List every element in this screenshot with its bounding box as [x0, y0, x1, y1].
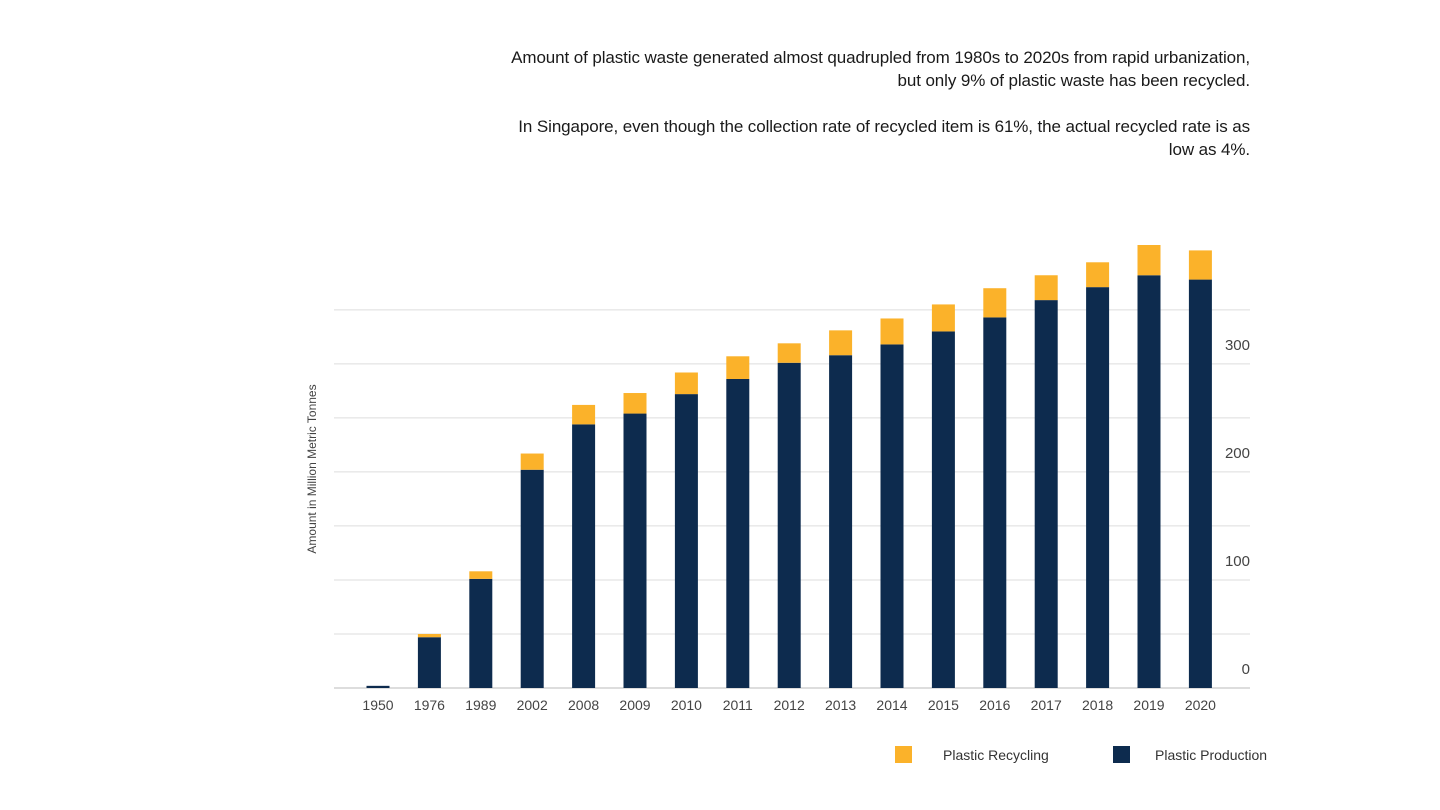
x-tick-label: 2011: [723, 697, 753, 713]
legend-swatch-recycling: [895, 746, 912, 763]
bar-recycling-2019: [1137, 245, 1161, 276]
x-tick-label: 2015: [928, 697, 959, 713]
y-tick-label: 200: [1225, 445, 1250, 462]
x-tick-label: 1989: [465, 697, 496, 713]
headline-paragraph-1: Amount of plastic waste generated almost…: [511, 48, 1250, 90]
y-tick-label: 0: [1242, 661, 1250, 678]
y-axis-label: Amount in Million Metric Tonnes: [305, 384, 319, 553]
bar-recycling-2011: [726, 356, 750, 379]
bar-production-2010: [674, 394, 698, 688]
bar-recycling-2018: [1086, 262, 1110, 288]
bar-production-2008: [572, 424, 596, 688]
legend: Plastic Recycling Plastic Production: [895, 746, 1267, 763]
bar-recycling-2020: [1188, 250, 1212, 280]
y-tick-label: 300: [1225, 337, 1250, 354]
bar-recycling-2002: [520, 453, 544, 470]
bar-production-2014: [880, 344, 904, 688]
bars: [366, 245, 1212, 688]
bar-recycling-2015: [931, 304, 955, 332]
bar-production-2013: [829, 355, 853, 688]
bar-production-2020: [1188, 279, 1212, 688]
x-tick-label: 2016: [979, 697, 1010, 713]
bar-recycling-2013: [829, 330, 853, 356]
x-tick-label: 1950: [362, 697, 393, 713]
y-axis-ticks: 0 100 200 300: [1225, 337, 1250, 678]
x-tick-label: 2013: [825, 697, 856, 713]
x-tick-label: 2020: [1185, 697, 1216, 713]
bar-production-2012: [777, 362, 801, 688]
x-tick-label: 2010: [671, 697, 702, 713]
x-axis-ticks: 1950 1976 1989 2002 2008 2009 2010 2011 2012 2013…: [362, 697, 1216, 713]
bar-production-2016: [983, 317, 1007, 688]
bar-recycling-2016: [983, 288, 1007, 318]
x-tick-label: 2018: [1082, 697, 1113, 713]
chart-headline: Amount of plastic waste generated almost…: [490, 46, 1250, 184]
x-tick-label: 1976: [414, 697, 445, 713]
bar-recycling-2008: [572, 404, 596, 425]
bar-production-2018: [1086, 287, 1110, 688]
bar-recycling-2009: [623, 393, 647, 414]
bar-production-1950: [366, 685, 390, 688]
x-tick-label: 2012: [774, 697, 805, 713]
bar-production-2009: [623, 413, 647, 688]
x-tick-label: 2019: [1133, 697, 1164, 713]
x-tick-label: 2014: [876, 697, 907, 713]
bar-production-2017: [1034, 300, 1058, 688]
x-tick-label: 2017: [1031, 697, 1062, 713]
x-tick-label: 2002: [517, 697, 548, 713]
bar-production-2019: [1137, 275, 1161, 688]
bar-recycling-2017: [1034, 275, 1058, 301]
bar-production-2011: [726, 378, 750, 688]
bar-production-1976: [417, 637, 441, 688]
bar-recycling-2012: [777, 343, 801, 363]
legend-label: Plastic Recycling: [943, 747, 1049, 763]
legend-label: Plastic Production: [1155, 747, 1267, 763]
bar-recycling-1976: [417, 633, 441, 638]
headline-paragraph-2: In Singapore, even though the collection…: [518, 117, 1250, 159]
bar-production-2002: [520, 469, 544, 688]
x-tick-label: 2008: [568, 697, 599, 713]
bar-production-2015: [931, 331, 955, 688]
legend-swatch-production: [1113, 746, 1130, 763]
bar-recycling-2014: [880, 318, 904, 345]
bar-recycling-2010: [674, 372, 698, 395]
bar-recycling-1989: [469, 571, 493, 579]
bar-production-1989: [469, 578, 493, 688]
y-tick-label: 100: [1225, 553, 1250, 570]
x-tick-label: 2009: [619, 697, 650, 713]
